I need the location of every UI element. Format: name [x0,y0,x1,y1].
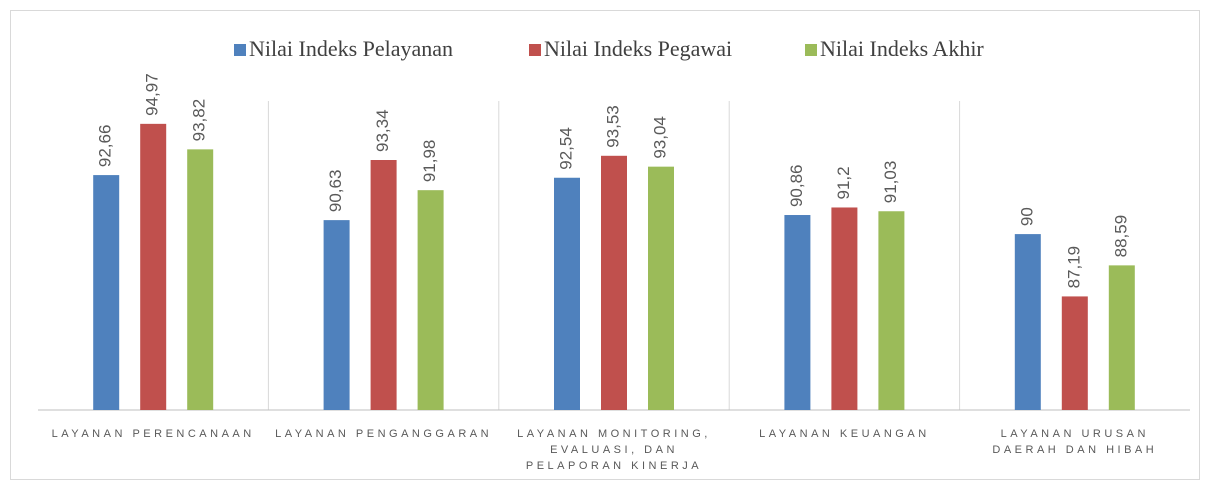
data-label: 90 [1017,207,1036,226]
legend-label: Nilai Indeks Akhir [820,36,984,61]
data-label: 87,19 [1064,246,1083,289]
legend-swatch [529,44,541,56]
legend-swatch [805,44,817,56]
bar [1108,265,1135,410]
data-label: 93,82 [190,99,209,142]
bar [831,207,858,410]
x-tick-label: LAYANAN KEUANGAN [759,428,930,440]
data-label: 91,03 [881,161,900,204]
x-tick-label: LAYANAN URUSAN DAERAH DAN HIBAH [992,428,1158,456]
bar [878,211,905,410]
bar [323,220,350,410]
bar [601,155,627,410]
legend-label: Nilai Indeks Pegawai [544,36,732,61]
data-label: 94,97 [143,73,162,116]
chart-frame [10,10,1200,480]
data-label: 91,2 [834,166,853,199]
data-label: 93,53 [603,105,622,148]
bar [370,160,397,410]
legend-swatch [234,44,246,56]
data-label: 92,66 [96,125,115,168]
data-label: 88,59 [1111,215,1130,258]
data-label: 93,34 [373,109,392,152]
bar [648,166,674,410]
legend-label: Nilai Indeks Pelayanan [249,36,453,61]
bar [1061,296,1088,410]
bar [417,190,444,410]
x-tick-label: LAYANAN MONITORING, EVALUASI, DAN PELAPO… [517,428,711,472]
data-label: 92,54 [556,127,575,170]
bar [784,215,811,410]
data-label: 90,86 [787,164,806,207]
data-label: 91,98 [420,140,439,183]
bar [554,177,580,410]
data-label: 90,63 [326,170,345,213]
bar [187,149,214,411]
bar [93,175,120,410]
data-label: 93,04 [650,116,669,159]
bar [1014,234,1041,410]
bar [140,123,167,410]
x-tick-label: LAYANAN PENGANGGARAN [275,428,493,440]
x-tick-label: LAYANAN PERENCANAAN [51,428,255,440]
